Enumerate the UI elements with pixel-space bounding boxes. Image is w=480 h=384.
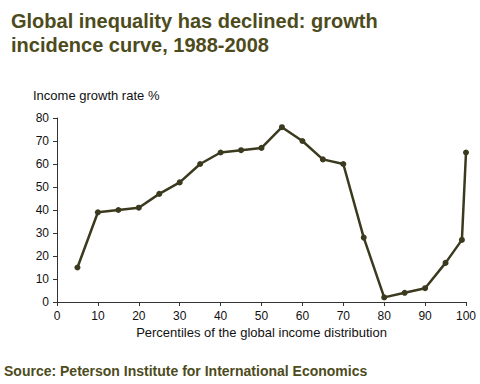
svg-text:10: 10: [91, 309, 105, 323]
svg-text:30: 30: [173, 309, 187, 323]
svg-text:50: 50: [255, 309, 269, 323]
svg-text:70: 70: [36, 134, 50, 148]
svg-text:80: 80: [378, 309, 392, 323]
svg-text:Source: Peterson Institute for: Source: Peterson Institute for Internati…: [4, 363, 367, 379]
svg-text:40: 40: [36, 203, 50, 217]
svg-text:60: 60: [296, 309, 310, 323]
svg-text:50: 50: [36, 180, 50, 194]
svg-text:Percentiles of the global inco: Percentiles of the global income distrib…: [136, 325, 387, 340]
svg-text:90: 90: [418, 309, 432, 323]
svg-text:10: 10: [36, 272, 50, 286]
svg-text:30: 30: [36, 226, 50, 240]
svg-text:60: 60: [36, 157, 50, 171]
svg-text:20: 20: [36, 249, 50, 263]
svg-text:80: 80: [36, 111, 50, 125]
svg-text:20: 20: [132, 309, 146, 323]
svg-text:Global inequality has declined: Global inequality has declined: growth: [11, 10, 383, 32]
svg-text:100: 100: [456, 309, 476, 323]
svg-text:40: 40: [214, 309, 228, 323]
svg-text:70: 70: [337, 309, 351, 323]
svg-text:incidence curve, 1988-2008: incidence curve, 1988-2008: [11, 34, 269, 56]
svg-text:Income growth rate %: Income growth rate %: [33, 88, 160, 103]
svg-text:0: 0: [42, 295, 49, 309]
svg-text:0: 0: [54, 309, 61, 323]
